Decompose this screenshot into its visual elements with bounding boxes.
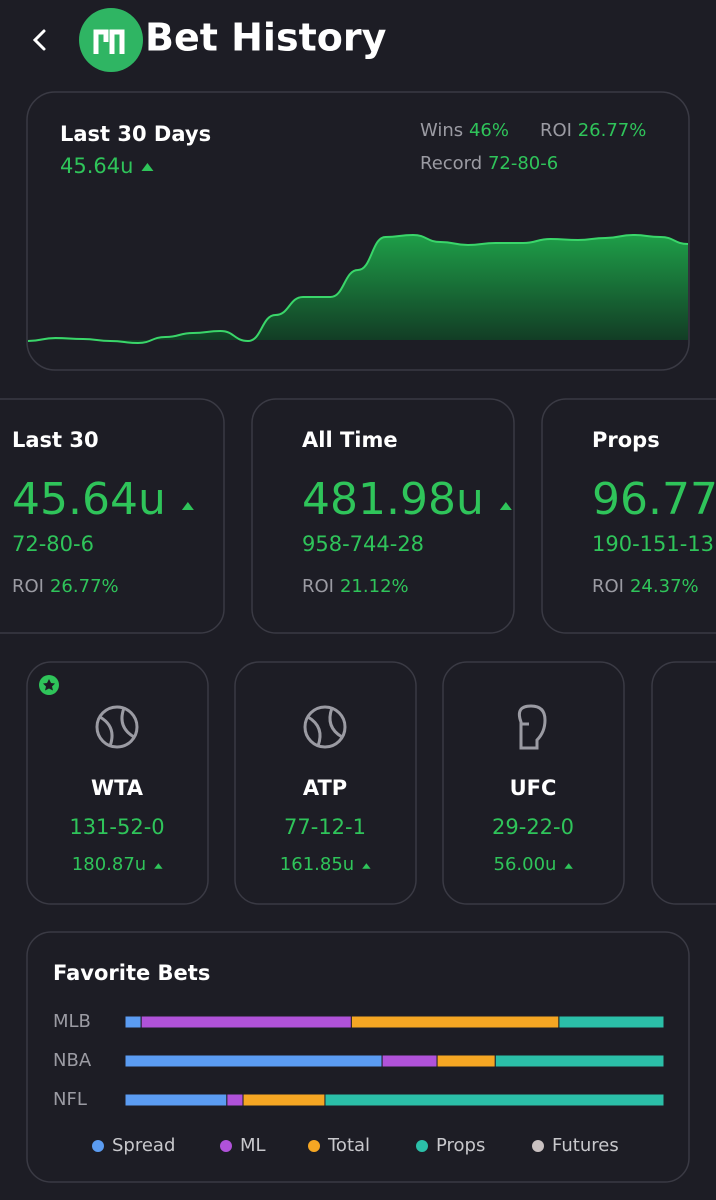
roi-label: ROI [592, 576, 624, 597]
bet-category: NBA [53, 1050, 92, 1071]
sport-card[interactable] [442, 661, 625, 905]
stat-record: 72-80-6 [12, 532, 94, 556]
sport-units: 56.00u [494, 854, 557, 875]
stat-title: All Time [302, 428, 398, 452]
sport-card[interactable] [26, 661, 209, 905]
stat-roi-line: ROI 26.77% [12, 576, 119, 597]
legend-label: Props [436, 1135, 485, 1156]
bar-segment [140, 1015, 352, 1029]
summary-stats: Wins 46% ROI 26.77% [420, 120, 646, 141]
stat-units: 96.77u [592, 474, 716, 525]
roi-label: ROI [540, 120, 572, 141]
bar-segment [124, 1093, 228, 1107]
summary-title: Last 30 Days [60, 122, 211, 146]
sport-name: UFC [510, 776, 557, 800]
legend-dot [92, 1140, 104, 1152]
bar-segment [381, 1054, 438, 1068]
up-arrow [181, 502, 194, 510]
sport-card[interactable] [234, 661, 417, 905]
roi-label: ROI [12, 576, 44, 597]
roi: 26.77% [50, 576, 119, 597]
back-button[interactable] [32, 29, 46, 51]
stat-title: Last 30 [12, 428, 99, 452]
favorite-star [43, 679, 55, 691]
stat-roi-line: ROI 24.37% [592, 576, 699, 597]
bar-segment [124, 1015, 142, 1029]
bar-segment [242, 1093, 326, 1107]
roi: 21.12% [340, 576, 409, 597]
sport-name: WTA [91, 776, 144, 800]
roi: 24.37% [630, 576, 699, 597]
summary-record-line: Record 72-80-6 [420, 153, 558, 174]
record-label: Record [420, 153, 482, 174]
stat-roi-line: ROI 21.12% [302, 576, 409, 597]
legend-label: Spread [112, 1135, 175, 1156]
logo-mark [93, 29, 125, 54]
bar-segment [226, 1093, 244, 1107]
up-arrow [362, 863, 371, 869]
sport-record: 131-52-0 [69, 815, 164, 839]
stat-units: 481.98u [302, 474, 484, 525]
roi: 26.77% [578, 120, 647, 141]
stat-record: 190-151-13 [592, 532, 714, 556]
sport-units: 180.87u [72, 854, 146, 875]
up-arrow [154, 863, 163, 869]
legend-label: Futures [552, 1135, 619, 1156]
sport-record: 77-12-1 [284, 815, 366, 839]
legend-dot [416, 1140, 428, 1152]
record: 72-80-6 [488, 153, 558, 174]
bar-segment [350, 1015, 560, 1029]
favorite-bets-title: Favorite Bets [53, 961, 210, 985]
bet-category: MLB [53, 1011, 91, 1032]
wins: 46% [469, 120, 509, 141]
page-title: Bet History [145, 16, 387, 60]
sport-card[interactable] [651, 661, 716, 905]
legend-dot [220, 1140, 232, 1152]
sport-units: 161.85u [280, 854, 354, 875]
stat-title: Props [592, 428, 660, 452]
bar-segment [124, 1054, 383, 1068]
up-arrow [141, 163, 154, 171]
bar-segment [494, 1054, 665, 1068]
stat-units: 45.64u [12, 474, 166, 525]
up-arrow [499, 502, 512, 510]
up-arrow [564, 863, 573, 869]
sport-record: 29-22-0 [492, 815, 574, 839]
roi-label: ROI [302, 576, 334, 597]
bar-segment [436, 1054, 496, 1068]
legend-dot [532, 1140, 544, 1152]
legend-label: Total [327, 1135, 370, 1156]
stat-card[interactable] [541, 398, 716, 634]
legend-dot [308, 1140, 320, 1152]
summary-units: 45.64u [60, 154, 133, 178]
sport-name: ATP [303, 776, 347, 800]
stat-record: 958-744-28 [302, 532, 424, 556]
legend-label: ML [240, 1135, 266, 1156]
bar-segment [558, 1015, 665, 1029]
trend-line [27, 233, 689, 345]
sport-icons [95, 704, 547, 750]
stat-card[interactable] [251, 398, 515, 634]
bet-category: NFL [53, 1089, 87, 1110]
wins-label: Wins [420, 120, 463, 141]
stat-card[interactable] [0, 398, 225, 634]
bar-segment [324, 1093, 665, 1107]
trend-area [28, 235, 688, 343]
